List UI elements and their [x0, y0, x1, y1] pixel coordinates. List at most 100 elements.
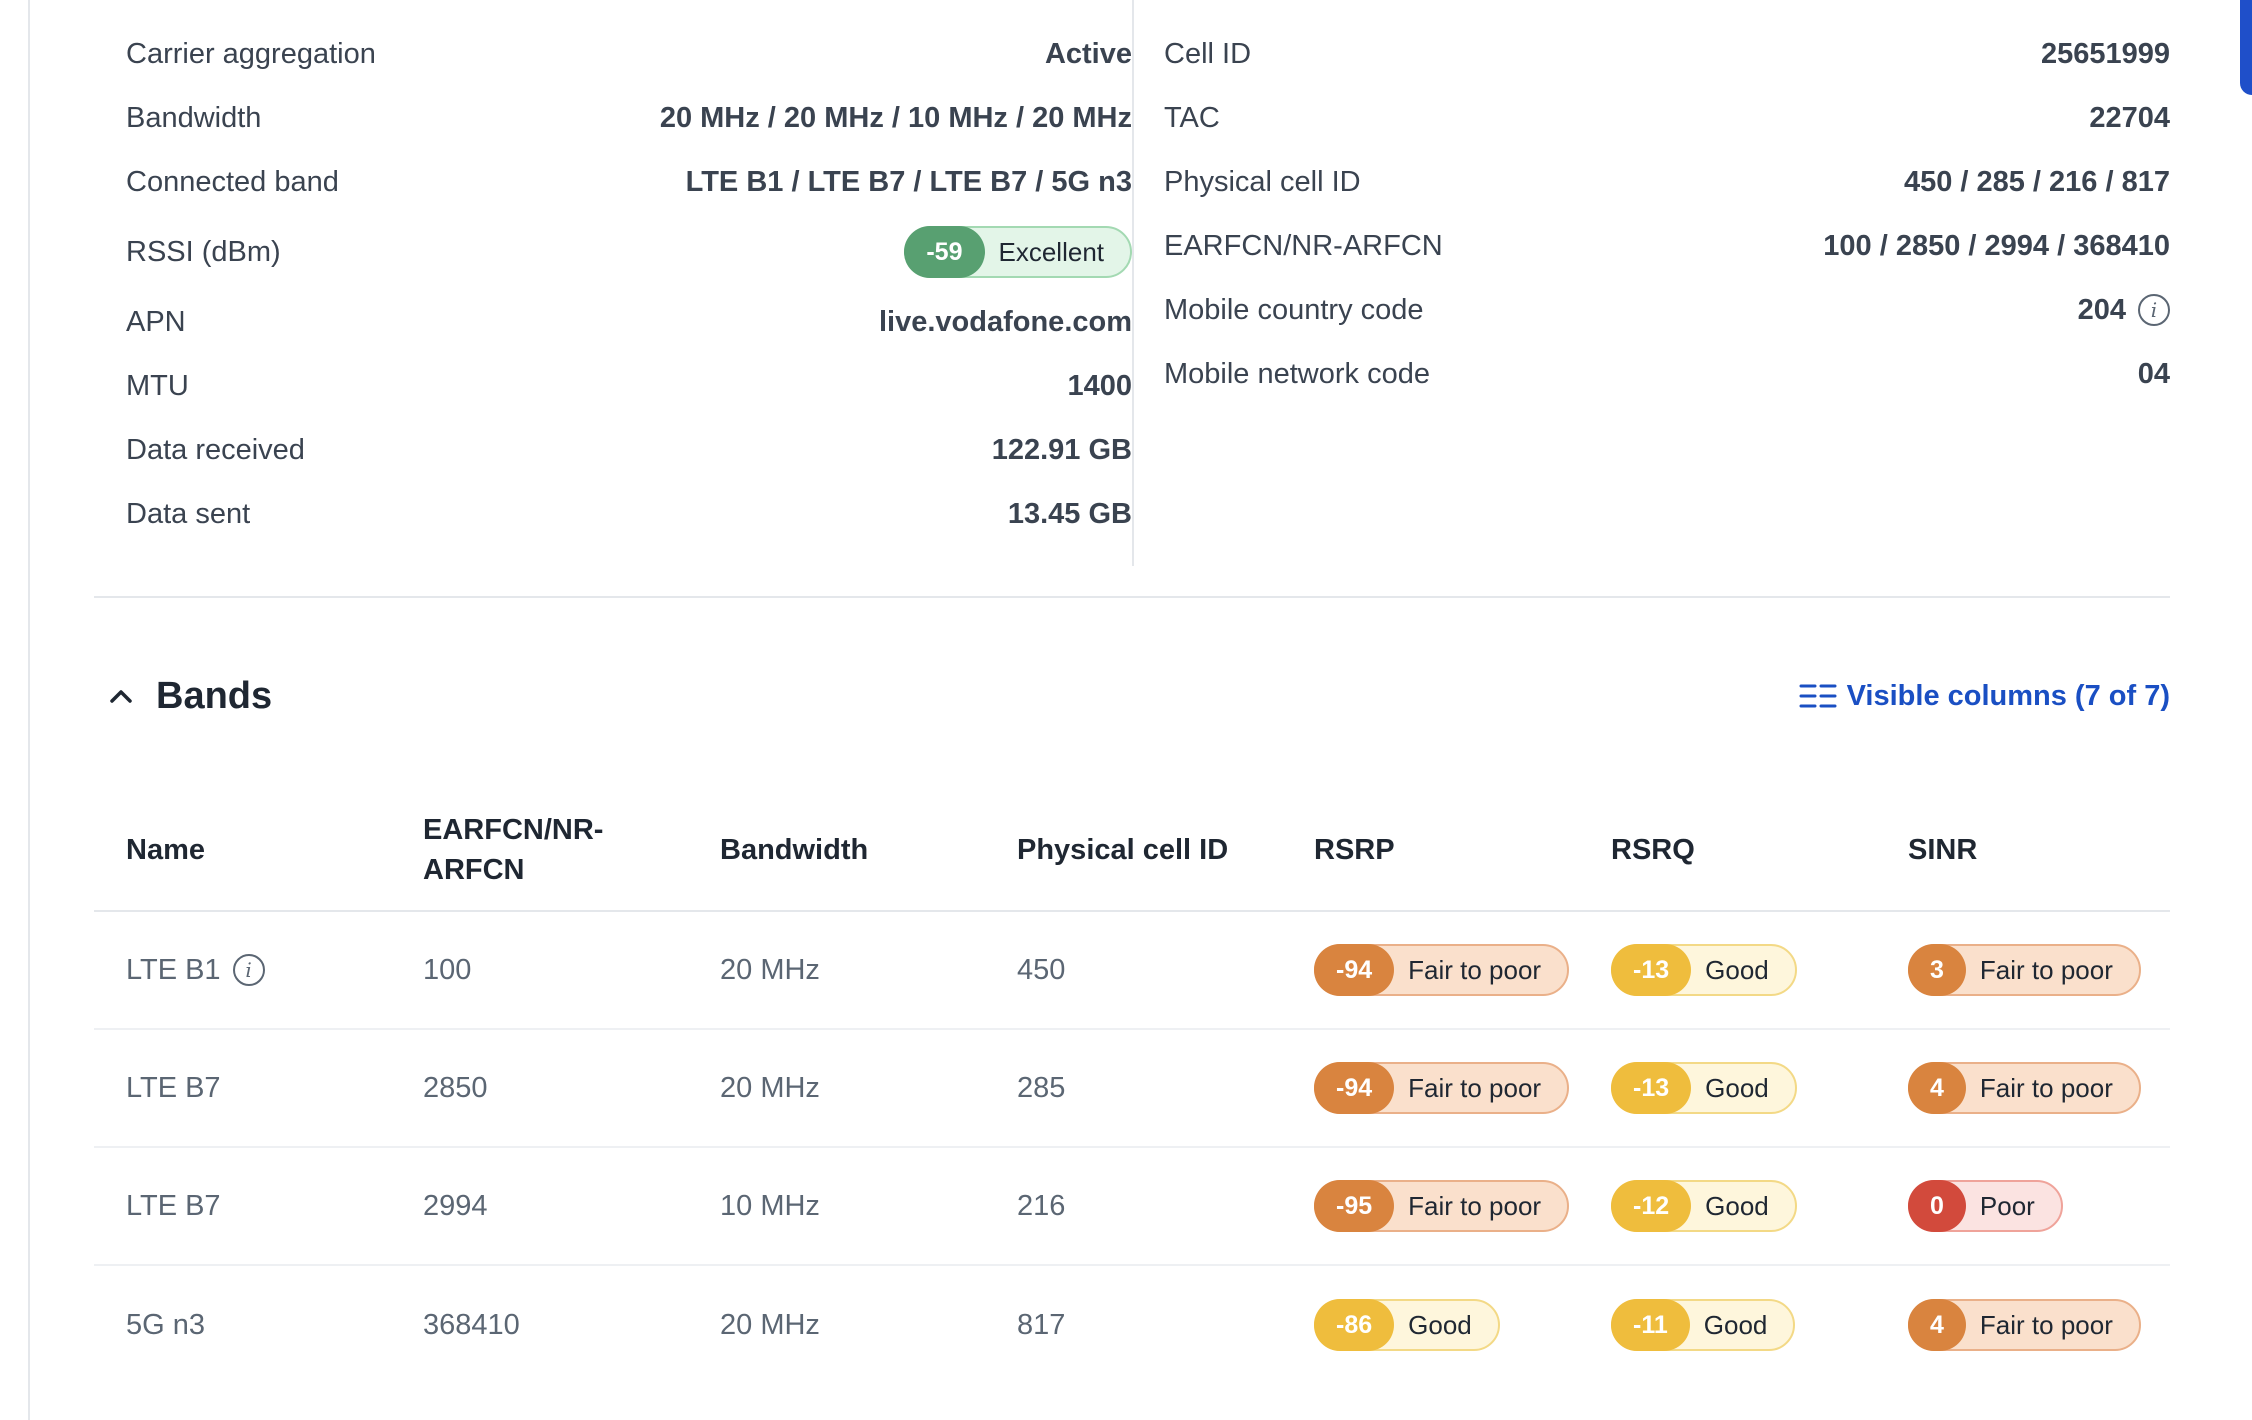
rsrq-badge: -11 Good — [1611, 1299, 1796, 1351]
detail-row-cell-id: Cell ID 25651999 — [1164, 22, 2170, 86]
badge-label: Fair to poor — [1979, 1309, 2113, 1340]
rssi-status-badge: -59 Excellent — [904, 226, 1132, 278]
cell-bandwidth: 10 MHz — [720, 1189, 820, 1222]
detail-label: Physical cell ID — [1164, 165, 1361, 198]
badge-label: Good — [1408, 1309, 1472, 1340]
detail-row-rssi: RSSI (dBm) -59 Excellent — [126, 214, 1132, 290]
badge-label: Good — [1705, 1072, 1769, 1103]
column-header-rsrp[interactable]: RSRP — [1314, 834, 1395, 866]
column-header-name[interactable]: Name — [126, 834, 205, 866]
rsrp-badge: -94 Fair to poor — [1314, 944, 1570, 996]
band-name: LTE B1 — [126, 953, 221, 986]
detail-value-with-info: 204 i — [2078, 294, 2170, 327]
badge-value: -11 — [1611, 1299, 1690, 1351]
band-name: 5G n3 — [126, 1308, 205, 1341]
detail-value: 122.91 GB — [991, 433, 1132, 466]
cell-earfcn: 100 — [423, 953, 472, 986]
detail-value: 20 MHz / 20 MHz / 10 MHz / 20 MHz — [659, 101, 1132, 134]
cell-sinr: 0 Poor — [1876, 1180, 2170, 1232]
sinr-badge: 3 Fair to poor — [1908, 944, 2141, 996]
cell-rsrq: -13 Good — [1579, 1062, 1876, 1114]
bands-table: Name EARFCN/NR-ARFCN Bandwidth Physical … — [94, 790, 2170, 1384]
sinr-badge: 4 Fair to poor — [1908, 1299, 2141, 1351]
info-icon[interactable]: i — [2138, 294, 2170, 326]
sinr-badge: 4 Fair to poor — [1908, 1062, 2141, 1114]
badge-label: Good — [1705, 954, 1769, 985]
cell-rsrp: -86 Good — [1282, 1299, 1579, 1351]
visible-columns-button[interactable]: Visible columns (7 of 7) — [1799, 680, 2170, 713]
detail-value: Active — [1044, 37, 1132, 70]
chevron-up-icon — [108, 683, 134, 709]
badge-value: -95 — [1314, 1180, 1395, 1232]
table-row: 5G n3 368410 20 MHz 817 -86 Good -11 Goo… — [94, 1266, 2170, 1384]
badge-value: -86 — [1314, 1299, 1395, 1351]
detail-row-carrier-aggregation: Carrier aggregation Active — [126, 22, 1132, 86]
detail-label: RSSI (dBm) — [126, 235, 281, 268]
detail-value: 100 / 2850 / 2994 / 368410 — [1823, 229, 2170, 262]
detail-label: Mobile country code — [1164, 293, 1424, 326]
badge-value: -13 — [1611, 1062, 1692, 1114]
detail-row-tac: TAC 22704 — [1164, 86, 2170, 150]
columns-icon — [1799, 683, 1837, 709]
details-left-column: Carrier aggregation Active Bandwidth 20 … — [126, 22, 1132, 546]
badge-label: Fair to poor — [1408, 954, 1542, 985]
cell-physical-cell-id: 817 — [1017, 1308, 1066, 1341]
rsrq-badge: -13 Good — [1611, 944, 1797, 996]
badge-value: 4 — [1908, 1062, 1966, 1114]
rsrp-badge: -95 Fair to poor — [1314, 1180, 1570, 1232]
cell-sinr: 3 Fair to poor — [1876, 944, 2170, 996]
table-row: LTE B7 2850 20 MHz 285 -94 Fair to poor … — [94, 1030, 2170, 1148]
column-header-rsrq[interactable]: RSRQ — [1611, 834, 1695, 866]
column-header-earfcn[interactable]: EARFCN/NR-ARFCN — [391, 810, 688, 890]
badge-value: 3 — [1908, 944, 1966, 996]
detail-label: Data sent — [126, 497, 251, 530]
info-icon[interactable]: i — [232, 954, 265, 986]
detail-label: Connected band — [126, 165, 339, 198]
cell-rsrp: -94 Fair to poor — [1282, 1062, 1579, 1114]
badge-label: Fair to poor — [1979, 1072, 2113, 1103]
detail-value: 04 — [2137, 357, 2170, 390]
cell-rsrq: -11 Good — [1579, 1299, 1876, 1351]
detail-value: 204 — [2077, 293, 2126, 326]
detail-label: Mobile network code — [1164, 357, 1430, 390]
badge-value: -12 — [1611, 1180, 1692, 1232]
rsrp-badge: -94 Fair to poor — [1314, 1062, 1570, 1114]
detail-row-data-received: Data received 122.91 GB — [126, 418, 1132, 482]
cell-name: LTE B7 — [94, 1072, 391, 1105]
band-name: LTE B7 — [126, 1189, 221, 1222]
detail-label: Data received — [126, 433, 305, 466]
detail-value: 1400 — [1067, 369, 1132, 402]
badge-label: Good — [1705, 1190, 1769, 1221]
section-divider — [94, 596, 2170, 598]
column-header-bandwidth[interactable]: Bandwidth — [720, 834, 869, 866]
table-row: LTE B1 i 100 20 MHz 450 -94 Fair to poor… — [94, 912, 2170, 1030]
badge-label: Fair to poor — [1408, 1190, 1542, 1221]
cell-earfcn: 2994 — [423, 1189, 488, 1222]
column-header-sinr[interactable]: SINR — [1908, 834, 1978, 866]
scrollbar-thumb[interactable] — [2240, 0, 2252, 95]
badge-value: 0 — [1908, 1180, 1966, 1232]
column-header-physical-cell-id[interactable]: Physical cell ID — [1017, 834, 1229, 866]
badge-value: -13 — [1611, 944, 1692, 996]
detail-value: 450 / 285 / 216 / 817 — [1903, 165, 2170, 198]
detail-value: 22704 — [2089, 101, 2170, 134]
bands-collapse-toggle[interactable]: Bands — [94, 675, 272, 718]
badge-value: -94 — [1314, 1062, 1395, 1114]
cell-earfcn: 2850 — [423, 1071, 488, 1104]
cell-earfcn: 368410 — [423, 1308, 520, 1341]
bands-title: Bands — [156, 674, 273, 717]
detail-label: Cell ID — [1164, 37, 1252, 70]
band-name: LTE B7 — [126, 1071, 221, 1104]
visible-columns-label: Visible columns (7 of 7) — [1846, 679, 2170, 712]
cell-physical-cell-id: 216 — [1017, 1189, 1066, 1222]
details-right-column: Cell ID 25651999 TAC 22704 Physical cell… — [1164, 22, 2170, 406]
badge-value: -59 — [904, 226, 985, 278]
badge-label: Fair to poor — [1979, 954, 2113, 985]
sinr-badge: 0 Poor — [1908, 1180, 2063, 1232]
detail-label: Carrier aggregation — [126, 37, 376, 70]
detail-row-earfcn: EARFCN/NR-ARFCN 100 / 2850 / 2994 / 3684… — [1164, 214, 2170, 278]
badge-label: Poor — [1979, 1190, 2035, 1221]
column-header-earfcn-label: EARFCN/NR-ARFCN — [423, 814, 604, 886]
detail-row-physical-cell-id: Physical cell ID 450 / 285 / 216 / 817 — [1164, 150, 2170, 214]
